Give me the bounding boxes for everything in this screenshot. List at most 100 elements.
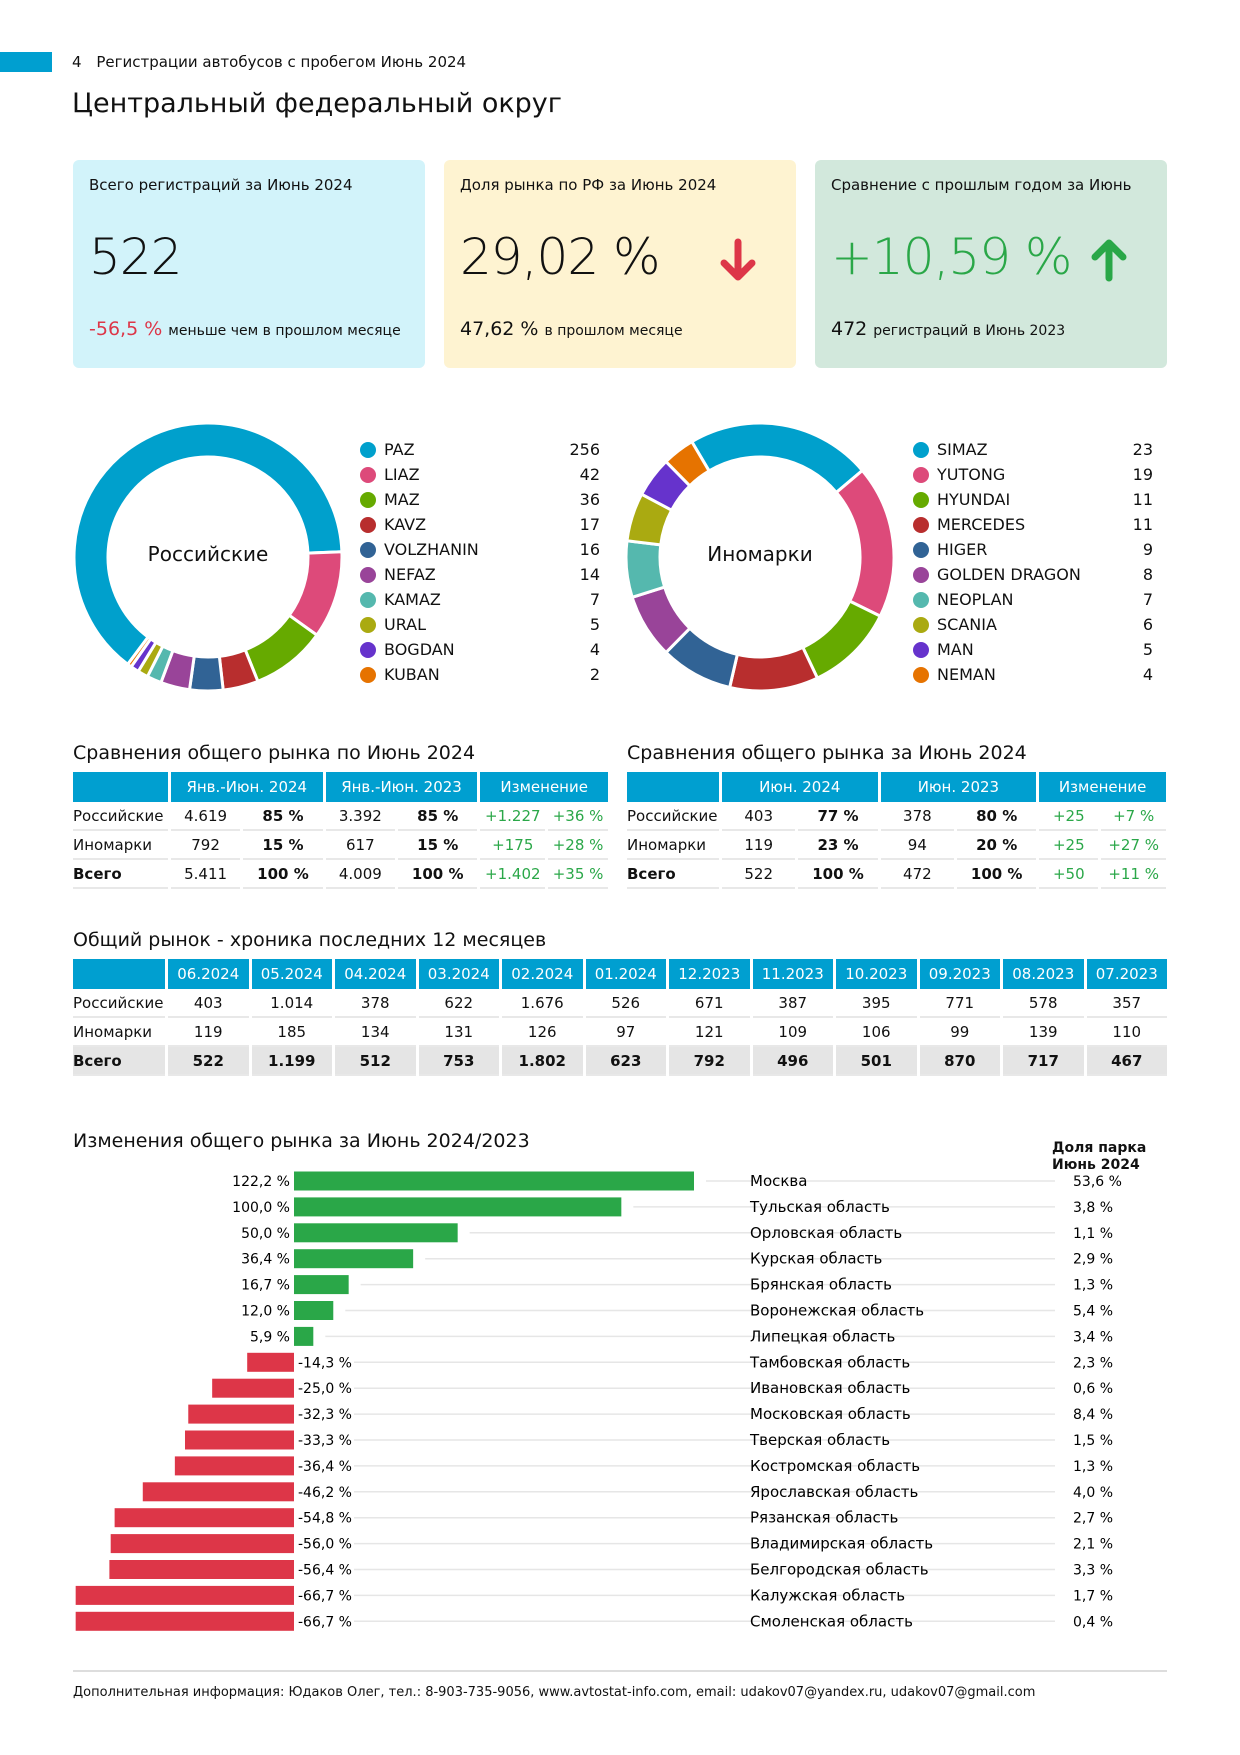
header-month: 07.2023	[1086, 959, 1167, 989]
bar	[109, 1560, 294, 1579]
header-month: 05.2024	[251, 959, 332, 989]
legend-swatch	[913, 666, 929, 683]
row-label: Иномарки	[627, 831, 719, 860]
row-label: Иномарки	[73, 831, 168, 860]
bar-value-label: 5,9 %	[250, 1329, 290, 1345]
legend-label: MAN	[937, 640, 974, 659]
cell-value: 622	[418, 989, 499, 1018]
header-col: Июн. 2024	[721, 772, 878, 802]
table-ytd: Янв.-Июн. 2024 Янв.-Июн. 2023 Изменение …	[70, 772, 611, 889]
cell-count-current: 4.619	[170, 802, 241, 831]
region-label: Смоленская область	[750, 1612, 913, 1630]
bar-value-label: -66,7 %	[298, 1614, 352, 1630]
cell-change-pct: +7 %	[1101, 802, 1166, 831]
table-row: Иномарки 119 23 % 94 20 % +25 +27 %	[627, 831, 1166, 860]
share-value: 53,6 %	[1073, 1174, 1122, 1190]
legend-item: SCANIA 6	[913, 612, 1153, 637]
cell-value: 387	[752, 989, 833, 1018]
report-title: Регистрации автобусов с пробегом Июнь 20…	[96, 53, 467, 71]
arrow-up-icon	[1091, 239, 1127, 282]
legend-value: 256	[569, 440, 600, 459]
legend-item: KUBAN 2	[360, 662, 600, 687]
kpi-card-total: Всего регистраций за Июнь 2024 522 -56,5…	[73, 160, 425, 368]
section-title-ytd: Сравнения общего рынка по Июнь 2024	[73, 742, 476, 764]
cell-change-abs: +1.402	[480, 860, 546, 889]
row-label: Всего	[73, 860, 168, 889]
legend-swatch	[360, 666, 376, 683]
bar-value-label: -46,2 %	[298, 1485, 352, 1501]
cell-value: 378	[335, 989, 416, 1018]
legend-label: NEOPLAN	[937, 590, 1014, 609]
share-value: 4,0 %	[1073, 1485, 1113, 1501]
arrow-down-icon	[720, 238, 756, 281]
region-label: Липецкая область	[750, 1327, 895, 1345]
chart-title: Изменения общего рынка за Июнь 2024/2023	[73, 1130, 530, 1152]
legend-item: HYUNDAI 11	[913, 487, 1153, 512]
header-month: 12.2023	[669, 959, 750, 989]
table-row: Всего 522 1.199 512 753 1.802 623 792 496 501 870 7…	[73, 1047, 1167, 1076]
card-sub-text: меньше чем в прошлом месяце	[168, 323, 401, 339]
donut-slice-kuban	[125, 634, 153, 669]
table-row: Иномарки 792 15 % 617 15 % +175 +28 %	[73, 831, 608, 860]
cell-value: 119	[168, 1018, 249, 1047]
region-label: Рязанская область	[750, 1509, 898, 1527]
cell-value: 121	[669, 1018, 750, 1047]
page-number: 4	[72, 53, 82, 71]
bar	[294, 1223, 458, 1243]
bar-value-label: 122,2 %	[232, 1174, 290, 1190]
bar	[75, 1585, 294, 1605]
table-row: Всего 5.411 100 % 4.009 100 % +1.402 +35…	[73, 860, 608, 889]
legend-label: URAL	[384, 615, 427, 634]
share-value: 1,3 %	[1073, 1278, 1113, 1294]
cell-pct-current: 100 %	[243, 860, 323, 889]
cell-change-pct: +27 %	[1101, 831, 1166, 860]
region-label: Воронежская область	[750, 1302, 924, 1320]
cell-pct-previous: 20 %	[957, 831, 1037, 860]
legend-value: 9	[1142, 540, 1153, 559]
table-row: Российские 4.619 85 % 3.392 85 % +1.227 …	[73, 802, 608, 831]
table-header-row: Июн. 2024 Июн. 2023 Изменение	[627, 772, 1166, 802]
legend-swatch	[360, 441, 376, 458]
legend-swatch	[913, 641, 929, 658]
legend-label: LIAZ	[384, 465, 420, 484]
kpi-card-yoy: Сравнение с прошлым годом за Июнь +10,59…	[815, 160, 1167, 368]
cell-change-pct: +35 %	[548, 860, 608, 889]
donut-slice-simaz	[689, 421, 865, 495]
donut-slice-hyundai	[800, 599, 883, 681]
header-col: Изменение	[1039, 772, 1166, 802]
cell-change-abs: +175	[480, 831, 546, 860]
header-empty	[627, 772, 719, 802]
cell-value: 106	[836, 1018, 917, 1047]
bar-value-label: -56,0 %	[298, 1537, 352, 1553]
legend-value: 8	[1142, 565, 1153, 584]
legend-swatch	[360, 466, 376, 483]
header-month: 08.2023	[1003, 959, 1084, 989]
donut-slice-neman	[663, 439, 712, 488]
legend-label: NEMAN	[937, 665, 996, 684]
legend-value: 5	[1142, 640, 1153, 659]
bar	[294, 1326, 314, 1346]
cell-pct-current: 15 %	[243, 831, 323, 860]
donut-chart-russian	[72, 421, 344, 693]
bar	[294, 1249, 414, 1269]
card-title: Всего регистраций за Июнь 2024	[89, 176, 353, 194]
header-month: 10.2023	[836, 959, 917, 989]
legend-item: VOLZHANIN 16	[360, 537, 600, 562]
card-sub: 472 регистраций в Июнь 2023	[831, 318, 1065, 340]
legend-label: MERCEDES	[937, 515, 1026, 534]
cell-value: 578	[1003, 989, 1084, 1018]
cell-count-previous: 3.392	[325, 802, 396, 831]
legend-item: MERCEDES 11	[913, 512, 1153, 537]
region-label: Курская область	[750, 1250, 882, 1268]
legend-item: LIAZ 42	[360, 462, 600, 487]
legend-label: KAMAZ	[384, 590, 441, 609]
share-value: 2,3 %	[1073, 1355, 1113, 1371]
bar	[114, 1508, 294, 1528]
bar-value-label: 36,4 %	[241, 1252, 290, 1268]
bar	[294, 1301, 334, 1320]
share-value: 1,5 %	[1073, 1433, 1113, 1449]
cell-value: 357	[1086, 989, 1167, 1018]
row-label: Российские	[73, 989, 165, 1018]
legend-item: BOGDAN 4	[360, 637, 600, 662]
legend-swatch	[360, 516, 376, 533]
